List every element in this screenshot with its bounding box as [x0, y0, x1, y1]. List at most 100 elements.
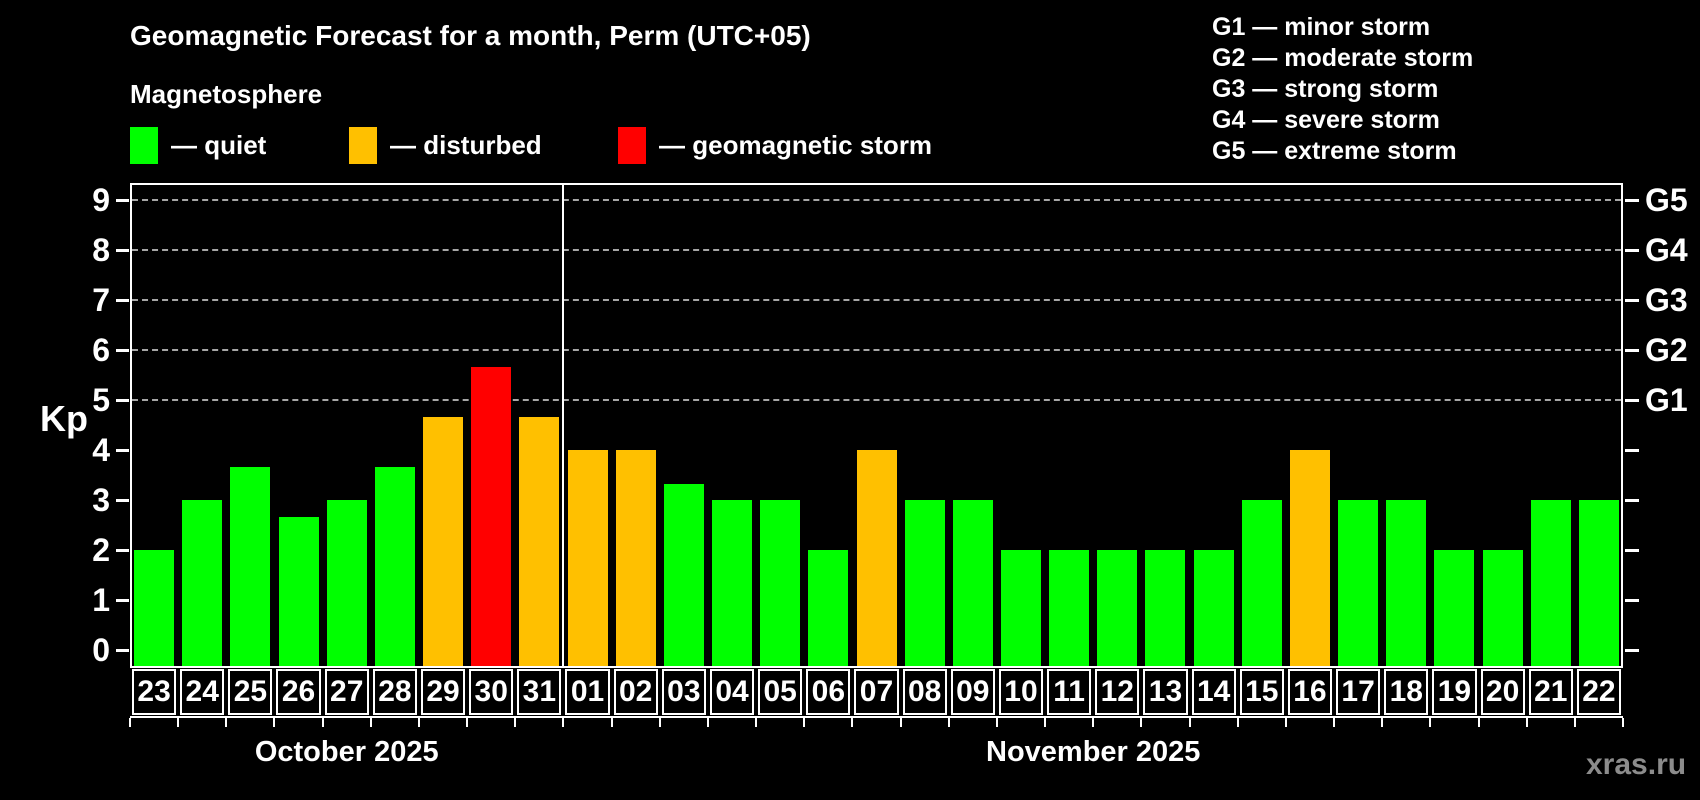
- day-cell-04: 04: [709, 669, 755, 715]
- day-cell-03: 03: [661, 669, 706, 715]
- kp-bar-04: [712, 500, 753, 666]
- right-tick-9: [1625, 199, 1639, 202]
- kp-bar-15: [1241, 500, 1282, 666]
- storm-scale-line-4: G4 — severe storm: [1212, 106, 1440, 134]
- day-cell-15: 15: [1239, 669, 1284, 715]
- date-axis-tick: [1477, 718, 1480, 727]
- kp-bar-10: [1000, 550, 1041, 666]
- gridline-kp9: [132, 199, 1621, 201]
- y-tick-label-2: 2: [92, 532, 110, 568]
- date-axis-tick: [803, 718, 806, 727]
- chart-title: Geomagnetic Forecast for a month, Perm (…: [130, 20, 811, 51]
- y-tick-4: [116, 449, 129, 452]
- kp-bar-21: [1530, 500, 1571, 666]
- plot-area: [130, 183, 1623, 668]
- kp-bar-20: [1482, 550, 1523, 666]
- date-axis-tick: [1236, 718, 1239, 727]
- chart-subtitle: Magnetosphere: [130, 79, 323, 109]
- kp-bar-16: [1289, 450, 1330, 666]
- date-axis-tick: [1573, 718, 1576, 727]
- date-axis-tick: [1381, 718, 1384, 727]
- date-axis-tick: [947, 718, 950, 727]
- day-cell-19: 19: [1432, 669, 1477, 715]
- kp-bar-24: [182, 500, 223, 666]
- date-axis-tick: [369, 718, 372, 727]
- legend-item-quiet: — quiet: [130, 126, 266, 164]
- kp-bar-17: [1338, 500, 1379, 666]
- y-tick-8: [116, 249, 129, 252]
- y-tick-0: [116, 649, 129, 652]
- month-separator: [562, 185, 565, 666]
- day-cell-11: 11: [1047, 669, 1092, 715]
- right-tick-6: [1625, 349, 1639, 352]
- day-cell-07: 07: [854, 669, 899, 715]
- right-axis-label-G2: G2: [1645, 332, 1688, 368]
- kp-bar-25: [230, 466, 271, 666]
- y-tick-label-3: 3: [92, 482, 110, 518]
- date-axis-tick: [562, 718, 565, 727]
- legend-item-disturbed: — disturbed: [349, 126, 542, 164]
- right-tick-4: [1625, 449, 1639, 452]
- right-tick-3: [1625, 499, 1639, 502]
- y-tick-label-5: 5: [92, 382, 110, 418]
- day-cell-12: 12: [1095, 669, 1140, 715]
- day-cell-10: 10: [998, 669, 1044, 715]
- date-axis-tick: [899, 718, 902, 727]
- kp-bar-26: [278, 516, 319, 666]
- kp-bar-27: [326, 500, 367, 666]
- kp-bar-11: [1049, 550, 1090, 666]
- right-tick-8: [1625, 249, 1639, 252]
- legend-swatch-storm: [618, 126, 646, 164]
- storm-scale-line-1: G1 — minor storm: [1212, 13, 1431, 41]
- day-cell-18: 18: [1384, 669, 1429, 715]
- y-tick-2: [116, 549, 129, 552]
- day-cell-16: 16: [1287, 669, 1333, 715]
- day-cell-14: 14: [1191, 669, 1236, 715]
- kp-bar-13: [1145, 550, 1186, 666]
- storm-scale-line-2: G2 — moderate storm: [1212, 44, 1474, 72]
- storm-scale-line-5: G5 — extreme storm: [1212, 137, 1457, 165]
- date-axis-tick: [129, 718, 131, 727]
- y-tick-5: [116, 399, 129, 402]
- storm-scale-legend: G1 — minor storm G2 — moderate storm G3 — …: [1212, 12, 1473, 167]
- day-cell-09: 09: [950, 669, 995, 715]
- y-tick-1: [116, 599, 129, 602]
- gridline-kp5: [132, 399, 1621, 401]
- kp-bar-29: [423, 416, 464, 666]
- y-tick-7: [116, 299, 129, 302]
- date-axis-tick: [514, 718, 517, 727]
- day-cell-24: 24: [180, 669, 225, 715]
- day-cell-02: 02: [613, 669, 658, 715]
- day-cell-26: 26: [276, 669, 321, 715]
- day-cell-28: 28: [372, 669, 417, 715]
- date-axis-tick: [1429, 718, 1432, 727]
- y-tick-3: [116, 499, 129, 502]
- right-tick-2: [1625, 549, 1639, 552]
- date-axis-tick: [1140, 718, 1143, 727]
- kp-bar-28: [374, 466, 415, 666]
- y-tick-label-6: 6: [92, 332, 110, 368]
- month-label-1: October 2025: [254, 736, 439, 768]
- kp-bar-02: [615, 450, 656, 666]
- right-axis-label-G1: G1: [1645, 382, 1688, 418]
- date-axis-tick: [658, 718, 661, 727]
- y-tick-label-8: 8: [92, 232, 110, 268]
- date-axis-tick: [1284, 718, 1287, 727]
- kp-bar-05: [760, 500, 801, 666]
- kp-bar-07: [856, 450, 897, 666]
- date-axis-tick: [1333, 718, 1336, 727]
- day-cell-08: 08: [902, 669, 947, 715]
- legend-label-disturbed: — disturbed: [390, 129, 542, 160]
- date-axis-tick: [466, 718, 469, 727]
- date-axis-tick: [1622, 718, 1624, 727]
- storm-scale-line-3: G3 — strong storm: [1212, 75, 1439, 103]
- right-tick-7: [1625, 299, 1639, 302]
- legend-swatch-quiet: [130, 126, 158, 164]
- day-cell-06: 06: [806, 669, 851, 715]
- day-cell-23: 23: [132, 669, 177, 715]
- kp-bar-12: [1097, 550, 1138, 666]
- gridline-kp8: [132, 249, 1621, 251]
- gridline-kp6: [132, 349, 1621, 351]
- kp-bar-23: [134, 550, 175, 666]
